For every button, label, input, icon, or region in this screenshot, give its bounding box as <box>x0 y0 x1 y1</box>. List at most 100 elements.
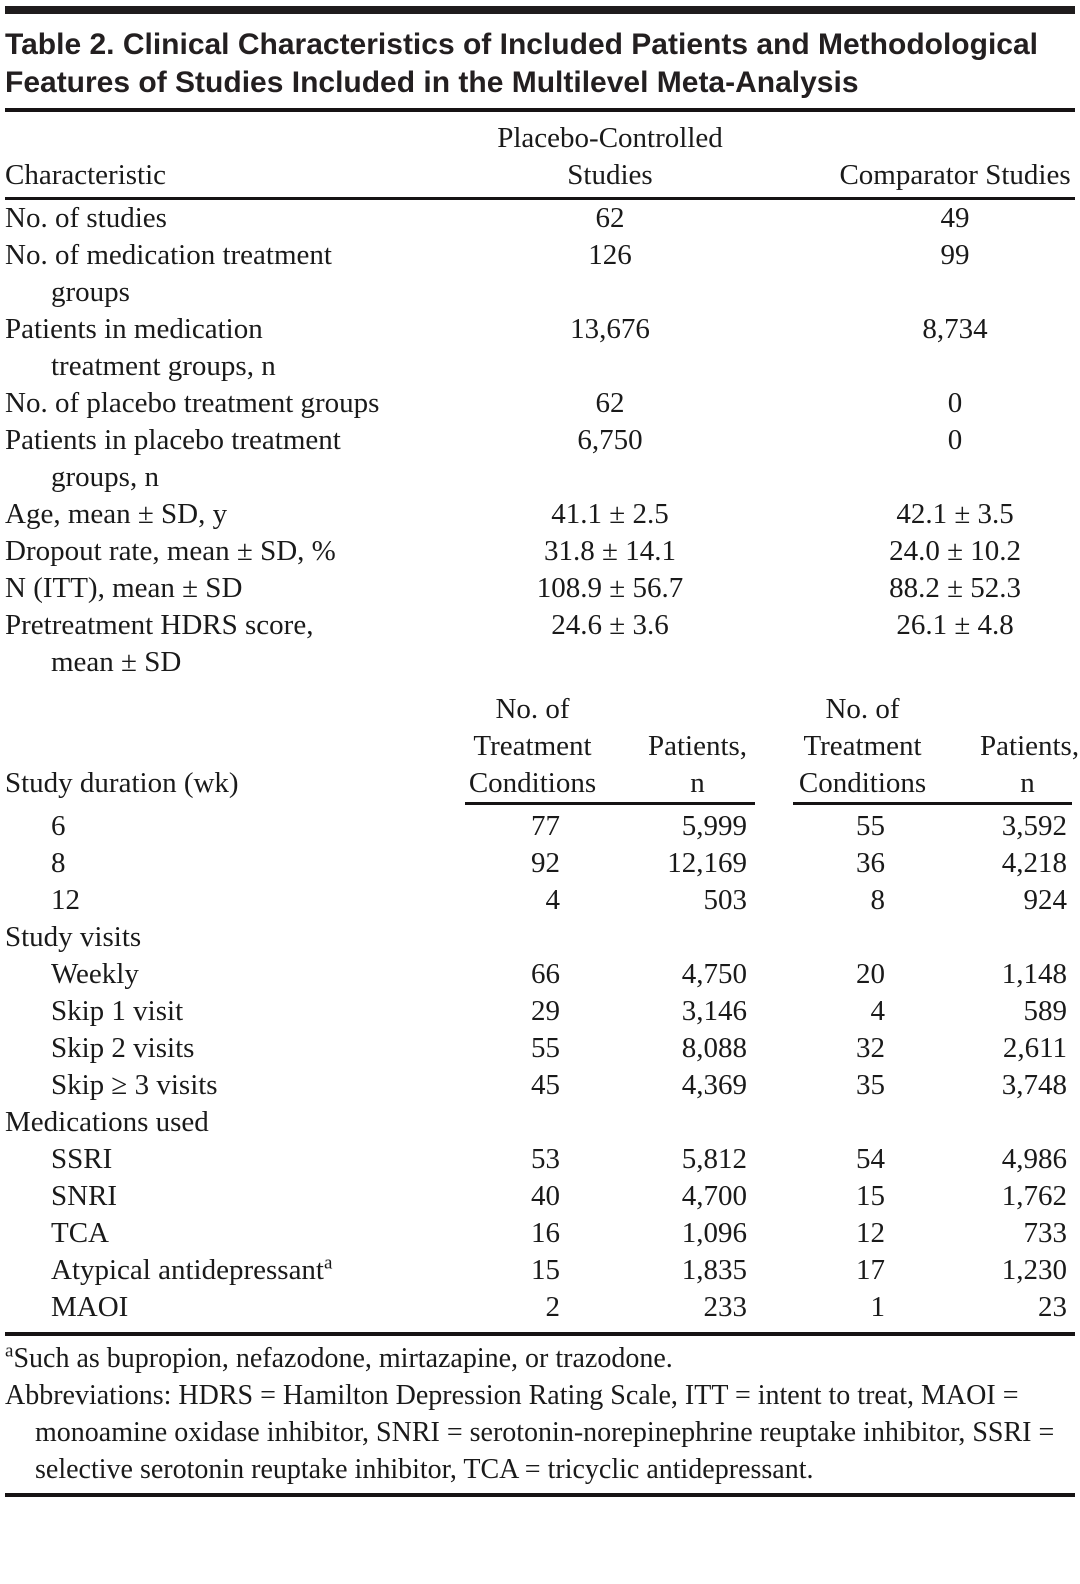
subheader-underline-comparator <box>793 802 1073 808</box>
row-label: No. of placebo treatment groups <box>5 387 380 419</box>
column-header-comparator-studies: Comparator Studies <box>755 112 1076 200</box>
column-header-row: Characteristic Placebo-Controlled Studie… <box>5 112 1076 200</box>
subheader-line: No. of <box>825 693 900 725</box>
table-row: Pretreatment HDRS score, mean ± SD 24.6 … <box>5 607 1075 681</box>
comparator-value: 26.1 ± 4.8 <box>896 609 1014 641</box>
subheader-line: Conditions <box>798 767 927 799</box>
conditions-placebo-value: 45 <box>531 1069 560 1101</box>
patients-comparator-value: 3,748 <box>1001 1069 1068 1101</box>
subheader-line: No. of <box>495 693 570 725</box>
comparator-value: 88.2 ± 52.3 <box>889 572 1021 604</box>
patients-comparator-value: 733 <box>1023 1217 1068 1249</box>
conditions-placebo-value: 29 <box>531 995 560 1027</box>
table-row: TCA 16 1,096 12 733 <box>5 1215 1075 1252</box>
row-label: 8 <box>51 847 66 879</box>
table-row: Patients in placebo treatment groups, n … <box>5 422 1075 496</box>
table-top-accent-bar <box>5 6 1075 14</box>
footnote-a: aSuch as bupropion, nefazodone, mirtazap… <box>5 1340 1071 1377</box>
placebo-value: 108.9 ± 56.7 <box>536 572 684 604</box>
table-bottom-rule <box>5 1332 1075 1336</box>
patients-placebo-value: 5,812 <box>681 1143 748 1175</box>
conditions-comparator-value: 32 <box>856 1032 886 1064</box>
table-row: Weekly 66 4,750 20 1,148 <box>5 956 1075 993</box>
conditions-placebo-value: 4 <box>545 884 561 916</box>
conditions-placebo-value: 55 <box>531 1032 560 1064</box>
patients-comparator-value: 2,611 <box>1002 1032 1068 1064</box>
table-row: Skip ≥ 3 visits 45 4,369 35 3,748 <box>5 1067 1075 1104</box>
table-row: 12 4 503 8 924 <box>5 882 1075 919</box>
comparator-value: 42.1 ± 3.5 <box>896 498 1014 530</box>
row-label: Patients in placebo treatment groups, n <box>5 422 405 496</box>
row-label-line2: groups, n <box>51 461 159 493</box>
patients-placebo-value: 1,835 <box>681 1254 748 1286</box>
row-label: Dropout rate, mean ± SD, % <box>5 535 336 567</box>
row-label: Pretreatment HDRS score, mean ± SD <box>5 607 405 681</box>
patients-comparator-value: 1,762 <box>1001 1180 1068 1212</box>
patients-comparator-value: 589 <box>1023 995 1068 1027</box>
conditions-placebo-value: 92 <box>531 847 560 879</box>
row-label-line1: Patients in medication <box>5 313 263 345</box>
placebo-value: 6,750 <box>577 424 643 456</box>
conditions-placebo-value: 15 <box>531 1254 560 1286</box>
conditions-comparator-value: 54 <box>856 1143 886 1175</box>
title-divider-rule <box>5 108 1075 112</box>
section-header-row: Medications used <box>5 1104 1075 1141</box>
comparator-value: 0 <box>947 387 963 419</box>
subheader-line: Treatment <box>803 730 922 762</box>
table-row: MAOI 2 233 1 23 <box>5 1289 1075 1326</box>
subheader-patients-comparator: Patients, n <box>940 681 1079 802</box>
footnote-a-text: Such as bupropion, nefazodone, mirtazapi… <box>13 1343 673 1374</box>
patients-comparator-value: 3,592 <box>1001 810 1068 842</box>
placebo-value: 62 <box>595 387 625 419</box>
placebo-value: 62 <box>595 202 625 234</box>
conditions-comparator-value: 1 <box>870 1291 886 1323</box>
page-bottom-rule <box>5 1493 1075 1497</box>
section-header-label: Medications used <box>5 1106 209 1138</box>
row-label: Patients in medication treatment groups,… <box>5 311 405 385</box>
row-label: Skip 1 visit <box>51 995 184 1027</box>
row-label-line1: Patients in placebo treatment <box>5 424 341 456</box>
conditions-comparator-value: 35 <box>856 1069 886 1101</box>
footnote-marker-superscript: a <box>324 1252 333 1274</box>
row-label-line1: Pretreatment HDRS score, <box>5 609 314 641</box>
row-label-line2: treatment groups, n <box>51 350 276 382</box>
table-row: SNRI 40 4,700 15 1,762 <box>5 1178 1075 1215</box>
section-header-label: Study visits <box>5 921 142 953</box>
conditions-placebo-value: 16 <box>531 1217 560 1249</box>
placebo-value: 126 <box>588 239 632 271</box>
comparator-value: 49 <box>940 202 970 234</box>
row-label-line2: groups <box>51 276 130 308</box>
patients-comparator-value: 924 <box>1023 884 1068 916</box>
subheader-line: Conditions <box>468 767 597 799</box>
subheader-treatment-conditions-comparator: No. of Treatment Conditions <box>755 681 940 802</box>
table-row: SSRI 53 5,812 54 4,986 <box>5 1141 1075 1178</box>
placebo-value: 41.1 ± 2.5 <box>551 498 669 530</box>
table-row: Dropout rate, mean ± SD, % 31.8 ± 14.1 2… <box>5 533 1075 570</box>
comparator-value: 24.0 ± 10.2 <box>889 535 1021 567</box>
placebo-value: 24.6 ± 3.6 <box>551 609 669 641</box>
row-label: 12 <box>51 884 80 916</box>
table-row: N (ITT), mean ± SD 108.9 ± 56.7 88.2 ± 5… <box>5 570 1075 607</box>
subheader-patients-placebo: Patients, n <box>615 681 755 802</box>
subheader-line: n <box>690 767 705 799</box>
row-label: Age, mean ± SD, y <box>5 498 228 530</box>
comparator-value: 99 <box>940 239 970 271</box>
column-header-characteristic: Characteristic <box>5 112 405 200</box>
row-label: MAOI <box>51 1291 129 1323</box>
row-label: SNRI <box>51 1180 118 1212</box>
row-label: No. of studies <box>5 202 167 234</box>
patients-placebo-value: 12,169 <box>667 847 748 879</box>
conditions-placebo-value: 66 <box>531 958 560 990</box>
conditions-comparator-value: 55 <box>856 810 886 842</box>
characteristics-table: Characteristic Placebo-Controlled Studie… <box>5 112 1079 1326</box>
patients-placebo-value: 4,369 <box>681 1069 748 1101</box>
table-row: No. of placebo treatment groups 62 0 <box>5 385 1075 422</box>
comparator-value: 8,734 <box>922 313 988 345</box>
row-label-line1: No. of medication treatment <box>5 239 332 271</box>
subheader-row: Study duration (wk) No. of Treatment Con… <box>5 681 1079 802</box>
table-row: Patients in medication treatment groups,… <box>5 311 1075 385</box>
conditions-comparator-value: 8 <box>870 884 886 916</box>
row-label: Atypical antidepressanta <box>5 1252 405 1289</box>
placebo-header-line2: Studies <box>567 159 653 191</box>
patients-placebo-value: 5,999 <box>681 810 748 842</box>
